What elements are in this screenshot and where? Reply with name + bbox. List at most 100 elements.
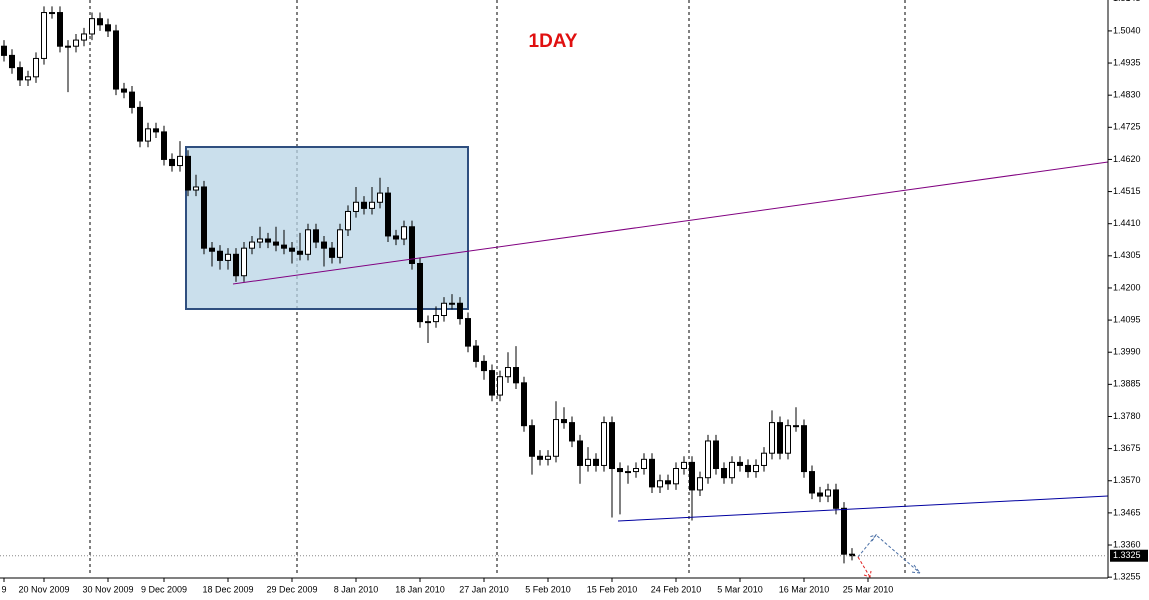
candle-body — [681, 461, 687, 470]
candle-body — [673, 468, 679, 485]
candle-body — [209, 247, 215, 252]
candle-body — [441, 302, 447, 317]
y-tick-label: 1.4095 — [1113, 314, 1141, 324]
candle-body — [201, 186, 207, 249]
candle-body — [281, 244, 287, 249]
arrow-path — [857, 556, 871, 578]
candle-body — [793, 425, 799, 428]
trendline-purple — [232, 161, 1109, 285]
current-price-label: 1.3325 — [1113, 550, 1141, 560]
candle-body — [425, 321, 431, 324]
y-tick-label: 1.3255 — [1113, 572, 1141, 582]
candle-body — [729, 461, 735, 479]
candle-body — [577, 440, 583, 466]
candle-body — [769, 422, 775, 454]
x-tick-label: 20 Nov 2009 — [18, 584, 69, 594]
candle-body — [377, 192, 383, 203]
candle-body — [809, 471, 815, 494]
candle-body — [737, 461, 743, 466]
candle-body — [745, 464, 751, 473]
candle-body — [97, 18, 103, 26]
y-tick-label: 1.4830 — [1113, 90, 1141, 100]
candle-body — [553, 419, 559, 457]
candle-body — [169, 158, 175, 167]
candle-body — [297, 250, 303, 255]
candle-body — [25, 76, 31, 81]
candle-body — [609, 422, 615, 470]
candle-body — [49, 12, 55, 15]
y-tick-label: 1.4515 — [1113, 186, 1141, 196]
candle-body — [545, 455, 551, 460]
candle-body — [833, 489, 839, 509]
y-tick-label: 1.4620 — [1113, 154, 1141, 164]
x-tick-label: 16 Mar 2010 — [779, 584, 830, 594]
candle-body — [593, 458, 599, 466]
candle-body — [385, 192, 391, 237]
candle-body — [193, 186, 199, 191]
candle-body — [401, 226, 407, 240]
candle-body — [241, 247, 247, 277]
range-box — [185, 146, 469, 310]
candle-body — [433, 315, 439, 323]
candle-body — [561, 419, 567, 424]
y-tick-label: 1.4725 — [1113, 122, 1141, 132]
candle-body — [689, 461, 695, 491]
candle-body — [825, 489, 831, 497]
x-tick-label: 24 Feb 2010 — [651, 584, 702, 594]
y-tick-label: 1.5145 — [1113, 0, 1141, 3]
candle-body — [233, 253, 239, 277]
candle-body — [841, 507, 847, 555]
candle-body — [481, 360, 487, 372]
candle-body — [505, 367, 511, 378]
candle-body — [145, 128, 151, 142]
arrow-head — [863, 570, 872, 578]
candle-body — [473, 345, 479, 362]
candle-body — [665, 480, 671, 485]
candle-body — [417, 262, 423, 323]
candle-body — [465, 318, 471, 347]
candle-body — [257, 238, 263, 243]
y-tick-label: 1.4935 — [1113, 57, 1141, 67]
candle-body — [569, 422, 575, 442]
candle-body — [617, 468, 623, 473]
candle-body — [225, 253, 231, 261]
candle-body — [489, 370, 495, 396]
candle-body — [185, 155, 191, 191]
candle-body — [801, 425, 807, 473]
candle-body — [713, 440, 719, 470]
arrow-path — [857, 534, 921, 574]
candle-body — [369, 201, 375, 209]
chart-title: 1DAY — [529, 31, 578, 52]
candle-body — [361, 201, 367, 209]
x-tick-label: 9 — [1, 584, 6, 594]
candle-body — [321, 241, 327, 249]
candle-body — [265, 238, 271, 243]
candle-body — [289, 247, 295, 252]
candle-body — [161, 131, 167, 160]
candle-body — [137, 106, 143, 142]
candle-body — [113, 30, 119, 90]
candle-body — [777, 422, 783, 454]
candle-body — [33, 57, 39, 78]
x-tick-label: 9 Dec 2009 — [141, 584, 187, 594]
candle-body — [649, 458, 655, 488]
candle-body — [785, 425, 791, 454]
candle-body — [305, 229, 311, 255]
y-tick-label: 1.3780 — [1113, 411, 1141, 421]
candle-body — [521, 382, 527, 427]
candle-body — [41, 12, 47, 59]
x-tick-label: 5 Mar 2010 — [717, 584, 763, 594]
trendline-blue — [617, 495, 1109, 522]
candle-body — [81, 33, 87, 41]
candle-body — [73, 39, 79, 47]
y-tick-label: 1.3360 — [1113, 539, 1141, 549]
candle-body — [497, 376, 503, 396]
candle-body — [761, 452, 767, 466]
y-tick-label: 1.4305 — [1113, 250, 1141, 260]
candle-body — [1, 45, 7, 56]
candle-body — [337, 229, 343, 258]
candle-body — [449, 302, 455, 305]
candle-body — [625, 471, 631, 474]
